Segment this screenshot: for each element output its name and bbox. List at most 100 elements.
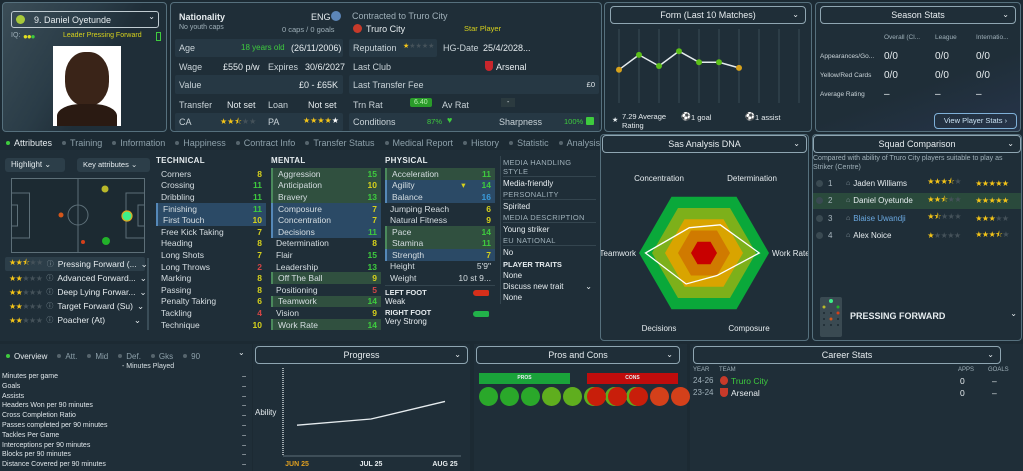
- attribute-name: Free Kick Taking: [161, 226, 224, 237]
- attribute-badge-icon[interactable]: [500, 387, 519, 406]
- wage-value: £550 p/w: [223, 62, 260, 72]
- squad-comparison-title: Squad Comparison: [878, 139, 956, 149]
- dna-axis-label: Composure: [728, 324, 770, 333]
- star-icon: ★: [981, 229, 989, 239]
- tab-information[interactable]: Information: [112, 138, 165, 148]
- squad-row[interactable]: 4 ⌂ Alex Noice ★★★★★ ★★★⯪★: [813, 228, 1021, 244]
- dna-dropdown[interactable]: Sas Analysis DNA ⌄: [602, 135, 807, 153]
- tab-attributes[interactable]: Attributes: [6, 138, 52, 148]
- discuss-trait-dropdown[interactable]: Discuss new trait ⌄: [503, 282, 596, 291]
- season-stats-dropdown[interactable]: Season Stats ⌄: [820, 6, 1016, 24]
- tab-dot: [384, 141, 389, 145]
- attribute-value: 8: [257, 168, 262, 179]
- attribute-badge-icon[interactable]: [650, 387, 669, 406]
- chevron-down-icon: ⌄: [666, 350, 673, 359]
- form-dropdown[interactable]: Form (Last 10 Matches) ⌄: [610, 6, 806, 24]
- player-selector[interactable]: 9. Daniel Oyetunde ⌄: [11, 11, 159, 28]
- star-icon: ★: [995, 178, 1002, 188]
- role-item[interactable]: ★★★★★ ⓘ Target Forward (Su) ⌄: [5, 299, 145, 313]
- attribute-value: 11: [368, 226, 377, 237]
- squad-player-name[interactable]: Jaden Williams: [853, 178, 908, 188]
- progress-title: Progress: [343, 350, 380, 360]
- roles-scrollbar[interactable]: [147, 258, 149, 330]
- attribute-name: Finishing: [163, 203, 198, 214]
- role-item[interactable]: ★★⯪★★ ⓘ Pressing Forward (... ⌄: [5, 257, 148, 271]
- attribute-badge-icon[interactable]: [608, 387, 627, 406]
- last-club-value[interactable]: Arsenal: [496, 62, 527, 72]
- squad-row[interactable]: 1 ⌂ Jaden Williams ★★★⯪★ ★★★★★: [813, 175, 1021, 191]
- chevron-down-icon[interactable]: ⌄: [238, 348, 245, 357]
- overview-tab-overview[interactable]: Overview: [6, 352, 47, 361]
- star-icon: ★: [995, 196, 1002, 205]
- radio-button[interactable]: [816, 197, 823, 204]
- chevron-down-icon: ⌄: [792, 10, 799, 19]
- attribute-badge-icon[interactable]: [629, 387, 648, 406]
- overview-tab-gks[interactable]: Gks: [150, 352, 173, 361]
- squad-comparison-dropdown[interactable]: Squad Comparison ⌄: [813, 135, 1021, 153]
- star-icon: ★: [975, 196, 982, 205]
- radio-button[interactable]: [816, 232, 823, 239]
- key-attributes-dropdown[interactable]: Key attributes ⌄: [77, 158, 150, 172]
- role-item[interactable]: ★★★★★ ⓘ Advanced Forward... ⌄: [5, 271, 147, 285]
- career-team[interactable]: Arsenal: [731, 388, 760, 398]
- stat-value: –: [242, 431, 246, 439]
- role-dropdown-chevron-icon[interactable]: ⌄: [1010, 309, 1017, 318]
- radio-button[interactable]: [816, 214, 823, 222]
- attribute-badge-icon[interactable]: [587, 387, 606, 406]
- squad-player-name[interactable]: Alex Noice: [853, 231, 892, 240]
- star-icon: ★: [1001, 196, 1009, 205]
- progress-dropdown[interactable]: Progress ⌄: [255, 346, 468, 364]
- view-player-stats-button[interactable]: View Player Stats ›: [934, 113, 1017, 129]
- reputation-stars: ★★★★★: [403, 43, 435, 50]
- career-team[interactable]: Truro City: [731, 376, 768, 386]
- overview-tab-att[interactable]: Att.: [57, 352, 77, 361]
- hg-date: 25/4/2028...: [483, 43, 531, 53]
- tab-transfer-status[interactable]: Transfer Status: [305, 138, 375, 148]
- attribute-value: 11: [253, 203, 262, 214]
- tab-dot: [305, 141, 310, 145]
- role-item[interactable]: ★★★★★ ⓘ Poacher (At) ⌄: [5, 313, 145, 327]
- attribute-badge-icon[interactable]: [563, 387, 582, 406]
- value-label: Value: [179, 80, 202, 90]
- tab-label: Att.: [65, 351, 78, 361]
- tab-history[interactable]: History: [463, 138, 499, 148]
- radio-button[interactable]: [816, 179, 823, 187]
- star-icon: ★: [15, 287, 23, 297]
- attr-group-title: PHYSICAL: [385, 156, 428, 165]
- squad-player-name[interactable]: Blaise Uwandji: [853, 213, 906, 223]
- overview-panel: Overview Att. Mid Def. Gks 90 ⌄ - Minutes Pla…: [0, 344, 252, 471]
- star-icon: ★: [35, 273, 43, 283]
- tab-training[interactable]: Training: [62, 138, 102, 148]
- star-icon: ★: [22, 273, 30, 283]
- tab-happiness[interactable]: Happiness: [175, 138, 226, 148]
- star-rating: ★★★★★: [927, 231, 975, 240]
- squad-player-name[interactable]: Daniel Oyetunde: [853, 196, 913, 205]
- overview-tab-def[interactable]: Def.: [118, 352, 141, 361]
- club-link[interactable]: Truro City: [366, 24, 406, 34]
- attribute-badge-icon[interactable]: [671, 387, 690, 406]
- tab-contract-info[interactable]: Contract Info: [235, 138, 295, 148]
- pros-cons-dropdown[interactable]: Pros and Cons ⌄: [476, 346, 680, 364]
- stat-row: Headers Won per 90 minutes –: [2, 402, 250, 412]
- cons-header: CONS: [587, 373, 678, 384]
- tab-medical-report[interactable]: Medical Report: [384, 138, 453, 148]
- attribute-badge-icon[interactable]: [521, 387, 540, 406]
- attribute-badge-icon[interactable]: [479, 387, 498, 406]
- tab-analysis[interactable]: Analysis: [558, 138, 600, 148]
- role-item[interactable]: ★★★★★ ⓘ Deep Lying Forwar... ⌄: [5, 285, 147, 299]
- squad-row[interactable]: 3 ⌂ Blaise Uwandji ★⯪★★★ ★★★★★: [813, 210, 1021, 226]
- highlight-dropdown[interactable]: Highlight ⌄: [5, 158, 65, 172]
- overview-tab-90[interactable]: 90: [183, 352, 200, 361]
- stat-row: Goals –: [2, 383, 250, 393]
- tab-label: History: [471, 138, 500, 148]
- overview-tab-mid[interactable]: Mid: [87, 352, 108, 361]
- battery-icon[interactable]: [156, 32, 161, 41]
- attribute-badge-icon[interactable]: [542, 387, 561, 406]
- tab-statistic[interactable]: Statistic: [509, 138, 549, 148]
- career-stats-dropdown[interactable]: Career Stats ⌄: [693, 346, 1001, 364]
- player-badge-icon: [16, 15, 25, 24]
- star-icon: ★: [29, 273, 36, 283]
- attribute-row: Positioning 5: [271, 284, 381, 296]
- stat-label: Minutes per game: [2, 373, 59, 380]
- squad-row[interactable]: 2 ⌂ Daniel Oyetunde ★★⯪★★ ★★★★★: [813, 192, 1021, 209]
